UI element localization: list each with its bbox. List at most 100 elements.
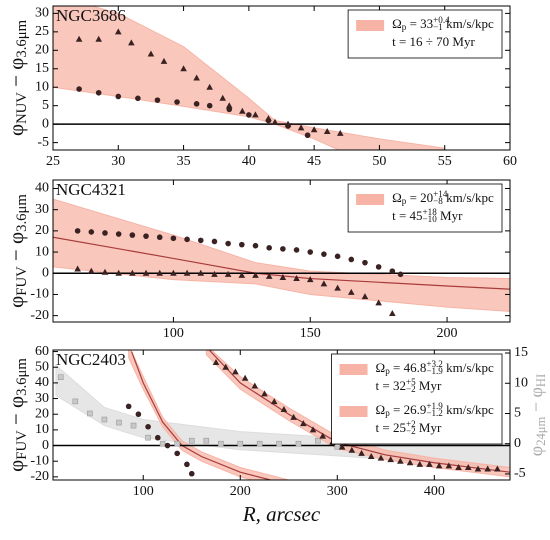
legend-text: t = 16 ÷ 70 Myr: [392, 34, 475, 49]
point: [174, 440, 180, 447]
point: [445, 462, 453, 469]
text-segment: = 46.8: [390, 360, 427, 375]
point: [276, 440, 282, 447]
x-tick-label: 100: [163, 326, 184, 341]
text-segment: km/s/kpc: [443, 402, 494, 417]
point: [180, 65, 187, 72]
text-segment: p: [402, 196, 407, 206]
point: [154, 97, 161, 103]
point: [315, 437, 321, 444]
legend-text: Ωp = 26.9+1.9 −1.2 km/s/kpc: [376, 401, 494, 418]
point: [211, 238, 218, 245]
point: [246, 112, 252, 118]
point: [362, 259, 368, 266]
point: [375, 299, 382, 306]
point: [219, 94, 227, 101]
x-tick-label: 200: [230, 484, 251, 499]
point: [129, 269, 136, 276]
legend-text: Ωp = 20+14 −8 km/s/kpc: [392, 189, 494, 206]
point: [197, 269, 205, 276]
point: [252, 271, 259, 278]
point: [284, 120, 292, 127]
y-tick-label: 0: [42, 265, 49, 280]
y-tick-label: -5: [37, 135, 49, 150]
legend: Ωp = 33+0.4 −1 km/s/kpc t = 16 ÷ 70 Myr: [347, 9, 503, 59]
point: [334, 253, 341, 260]
y-tick-label: 15: [35, 61, 49, 76]
point: [142, 269, 150, 276]
point: [237, 440, 244, 447]
text-segment: −1: [433, 22, 443, 32]
point: [304, 132, 311, 139]
y-tick-label: 50: [35, 359, 49, 374]
y2-axis-label: φ24μm − φHI: [526, 374, 548, 456]
point: [72, 398, 79, 405]
point: [57, 374, 64, 381]
point: [280, 406, 288, 413]
legend-text: t = 45+18 −10 Myr: [392, 207, 463, 224]
point: [101, 268, 109, 275]
point: [102, 230, 108, 236]
point: [147, 50, 155, 57]
point: [193, 74, 200, 81]
text-segment: −2: [406, 384, 416, 394]
point: [389, 268, 396, 274]
y-tick-label: -10: [30, 453, 49, 468]
y-tick-label: 10: [35, 244, 49, 259]
point: [115, 93, 122, 100]
text-segment: φ: [4, 296, 28, 308]
point: [95, 89, 102, 96]
frame: [52, 179, 511, 323]
text-segment: 3.6μm: [14, 194, 30, 232]
point: [464, 463, 472, 470]
point: [174, 450, 180, 457]
point: [295, 440, 302, 447]
text-segment: Myr: [416, 378, 442, 393]
point: [212, 359, 220, 366]
point: [115, 269, 122, 276]
text-segment: 24μm: [534, 416, 548, 445]
text-segment: φ: [526, 446, 546, 456]
legend-box: [347, 9, 503, 59]
point: [348, 446, 356, 453]
point: [252, 111, 259, 118]
x-tick-label: 35: [177, 154, 191, 169]
text-segment: −8: [433, 196, 443, 206]
point: [159, 440, 166, 447]
y2-tick-label: 10: [514, 375, 528, 390]
point: [143, 233, 149, 239]
point: [128, 39, 135, 46]
point: [75, 35, 83, 42]
point: [211, 270, 218, 277]
point: [252, 242, 259, 249]
band: [53, 6, 446, 150]
band: [128, 350, 290, 480]
point: [193, 101, 200, 107]
text-segment: t = 32: [376, 378, 406, 393]
x-tick-label: 25: [46, 154, 60, 169]
text-segment: −1.2: [426, 408, 443, 418]
x-tick-label: 100: [133, 484, 154, 499]
point: [426, 460, 433, 467]
text-segment: +2: [406, 419, 416, 429]
point: [320, 280, 328, 287]
point: [293, 275, 300, 282]
point: [474, 465, 482, 472]
point: [188, 437, 195, 444]
point: [197, 237, 204, 244]
point: [397, 457, 404, 464]
point: [290, 413, 297, 420]
y2-tick-label: 15: [514, 345, 528, 360]
text-segment: Ω: [376, 360, 386, 375]
panel-title: NGC2403: [56, 350, 126, 369]
legend-text: t = 25+2 −2 Myr: [376, 419, 442, 436]
panel-title: NGC4321: [56, 180, 126, 199]
text-segment: t = 25: [376, 420, 406, 435]
text-segment: −1.9: [426, 366, 443, 376]
y-tick-label: 10: [35, 422, 49, 437]
x-tick-label: 300: [327, 484, 348, 499]
point: [377, 454, 385, 461]
y2-tick-label: -5: [514, 466, 526, 481]
point: [206, 83, 213, 90]
point: [484, 465, 491, 472]
